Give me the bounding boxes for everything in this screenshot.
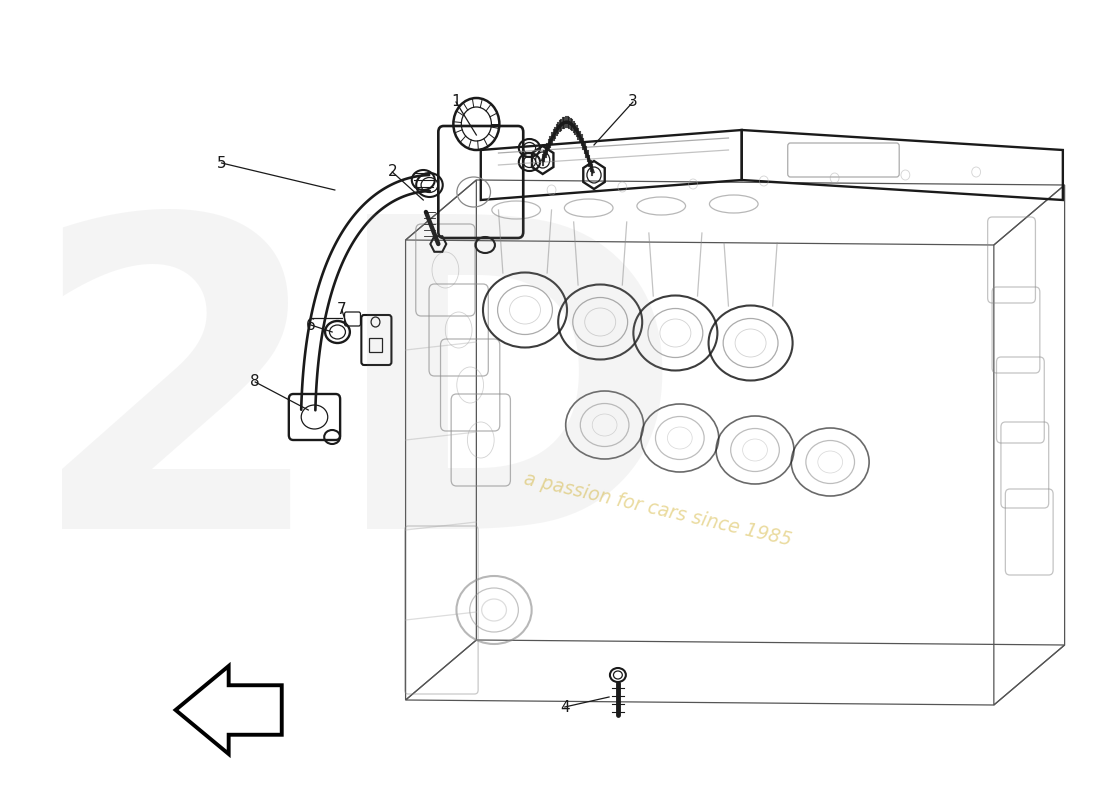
Text: 5: 5: [217, 155, 227, 170]
Text: 6: 6: [306, 318, 316, 333]
Text: 2D: 2D: [29, 201, 685, 619]
Text: 8: 8: [251, 374, 260, 390]
Text: 1: 1: [451, 94, 461, 110]
Text: 2: 2: [387, 165, 397, 179]
Text: 3: 3: [628, 94, 638, 110]
Text: 7: 7: [337, 302, 346, 318]
Text: a passion for cars since 1985: a passion for cars since 1985: [522, 470, 793, 550]
Text: 4: 4: [560, 699, 570, 714]
